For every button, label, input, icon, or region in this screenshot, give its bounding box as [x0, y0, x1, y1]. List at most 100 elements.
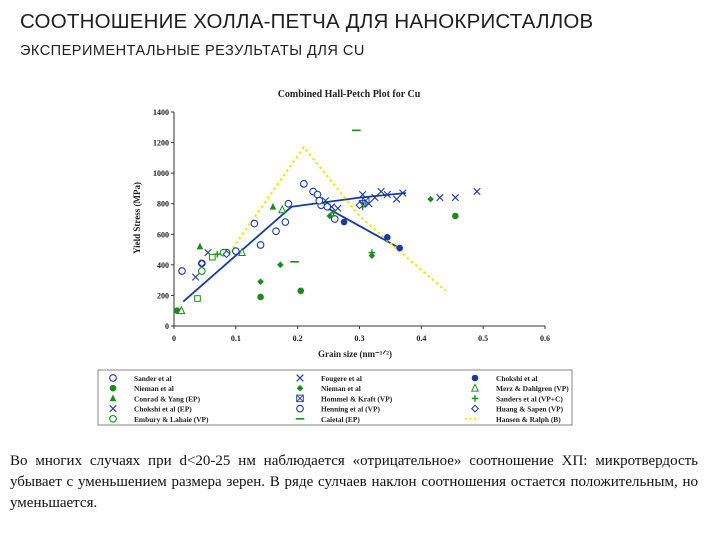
- data-point: [436, 193, 444, 202]
- data-point: [284, 199, 293, 208]
- data-point: [451, 193, 460, 202]
- data-point: [296, 384, 304, 392]
- y-tick-label: 1200: [153, 139, 169, 148]
- hall-petch-chart: Combined Hall-Petch Plot for Cu 0 0.1 0.2 0…: [97, 89, 573, 426]
- data-point: [277, 261, 284, 269]
- hp-fit-downturn: [318, 202, 398, 248]
- y-tick-label: 1000: [153, 169, 169, 178]
- data-point: [323, 202, 332, 211]
- x-tick-label: 0.4: [416, 334, 426, 343]
- x-tick-label: 0.3: [355, 334, 365, 343]
- data-point: [109, 384, 117, 392]
- page-subtitle: ЭКСПЕРИМЕНТАЛЬНЫЕ РЕЗУЛЬТАТЫ ДЛЯ CU: [20, 43, 365, 59]
- data-point: [377, 187, 385, 196]
- legend-label: Huang & Sapen (VP): [496, 405, 564, 414]
- data-point: [191, 273, 200, 281]
- data-point: [321, 196, 330, 205]
- page-title: СООТНОШЕНИЕ ХОЛЛА-ПЕТЧА ДЛЯ НАНОКРИСТАЛЛ…: [20, 10, 594, 33]
- data-point: [256, 241, 265, 249]
- data-point: [300, 179, 308, 188]
- x-tick-label: 0.2: [293, 334, 303, 343]
- data-point: [296, 374, 304, 382]
- data-point: [194, 295, 201, 302]
- data-point: [109, 394, 117, 402]
- y-tick-label: 400: [157, 261, 169, 270]
- legend-label: Caietal (EP): [321, 415, 360, 424]
- data-point: [326, 212, 334, 220]
- data-point: [368, 249, 376, 256]
- y-tick-label: 0: [165, 322, 169, 331]
- data-point: [281, 218, 290, 226]
- x-tick-label: 0.6: [540, 334, 550, 343]
- data-point: [396, 244, 403, 252]
- data-point: [334, 204, 342, 212]
- y-tick-label: 600: [157, 230, 169, 239]
- x-axis-label: Grain size (nm⁻¹ᐟ²): [318, 349, 392, 359]
- legend-label: Nieman et al: [134, 384, 174, 393]
- x-tick-label: 0.1: [231, 334, 241, 343]
- data-point: [471, 395, 479, 402]
- x-tick-label: 0: [172, 334, 176, 343]
- legend-label: Fougere et al: [321, 374, 362, 383]
- data-point: [384, 234, 391, 241]
- data-point: [297, 287, 305, 295]
- data-point: [399, 189, 407, 197]
- data-point: [470, 383, 480, 392]
- data-point: [109, 404, 117, 413]
- data-point: [250, 219, 259, 228]
- data-point: [197, 259, 206, 268]
- legend-label: Embury & Lahaie (VP): [134, 415, 209, 424]
- data-point: [197, 267, 206, 275]
- legend-label: Chokshi et al (EP): [134, 405, 192, 414]
- data-points: [173, 129, 481, 315]
- data-point: [272, 227, 280, 236]
- data-point: [257, 293, 264, 301]
- data-point: [222, 250, 231, 259]
- data-point: [237, 247, 247, 257]
- data-point: [257, 278, 264, 285]
- chart-axes: 0 0.1 0.2 0.3 0.4 0.5 0.6 0 200 400 600 800 1000 1200…: [153, 108, 550, 343]
- data-point: [340, 218, 348, 226]
- data-point: [278, 204, 287, 214]
- data-point: [296, 404, 304, 413]
- data-point: [327, 203, 336, 211]
- legend-label: Conrad & Yang (EP): [134, 394, 201, 403]
- data-point: [315, 196, 324, 205]
- data-point: [383, 190, 392, 199]
- data-point: [209, 253, 216, 261]
- data-point: [371, 193, 379, 202]
- y-tick-label: 800: [157, 200, 169, 209]
- x-tick-label: 0.5: [478, 334, 488, 343]
- fit-lines: [182, 145, 447, 303]
- data-point: [177, 305, 186, 315]
- data-point: [452, 212, 459, 220]
- legend-label: Sander et al: [134, 374, 172, 383]
- data-point: [361, 196, 370, 205]
- data-point: [178, 267, 186, 275]
- data-point: [473, 187, 481, 196]
- data-point: [330, 209, 337, 217]
- data-point: [231, 247, 240, 255]
- data-point: [109, 414, 117, 423]
- y-tick-label: 1400: [153, 108, 169, 117]
- data-point: [269, 202, 277, 210]
- data-point: [470, 404, 480, 413]
- chart-title: Combined Hall-Petch Plot for Cu: [278, 89, 421, 100]
- data-point: [296, 394, 304, 403]
- legend-label: Nieman et al: [321, 384, 361, 393]
- data-point: [109, 374, 117, 382]
- body-text: Во многих случаях при d<20-25 нм наблюда…: [10, 453, 698, 511]
- legend-label: Merz & Dahlgren (VP): [496, 384, 569, 393]
- legend-label: Chokshi et al: [496, 374, 537, 383]
- y-axis-label: Yield Stress (MPa): [132, 182, 142, 254]
- data-point: [196, 242, 204, 250]
- data-point: [358, 190, 367, 199]
- y-tick-label: 200: [157, 291, 169, 300]
- hp-fit-right: [291, 192, 406, 208]
- data-point: [355, 201, 364, 210]
- legend-box: [97, 369, 573, 426]
- data-point: [330, 215, 339, 223]
- data-point: [392, 195, 401, 203]
- legend-label: Sanders et al (VP+C): [496, 394, 563, 403]
